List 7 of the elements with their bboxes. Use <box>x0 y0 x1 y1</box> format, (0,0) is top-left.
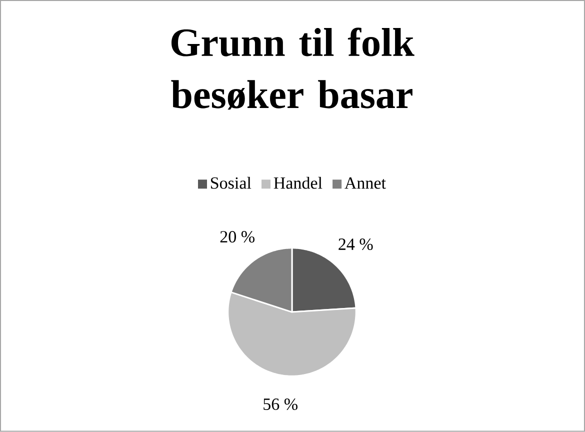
legend-label: Sosial <box>210 176 252 189</box>
data-label: 56 % <box>264 398 298 410</box>
legend-label: Handel <box>274 176 322 189</box>
legend-label: Annet <box>344 178 386 189</box>
data-label: 24 % <box>338 238 373 250</box>
chart-title: Grunn til folk besøker basar <box>171 28 414 110</box>
data-label: 20 % <box>220 231 254 243</box>
